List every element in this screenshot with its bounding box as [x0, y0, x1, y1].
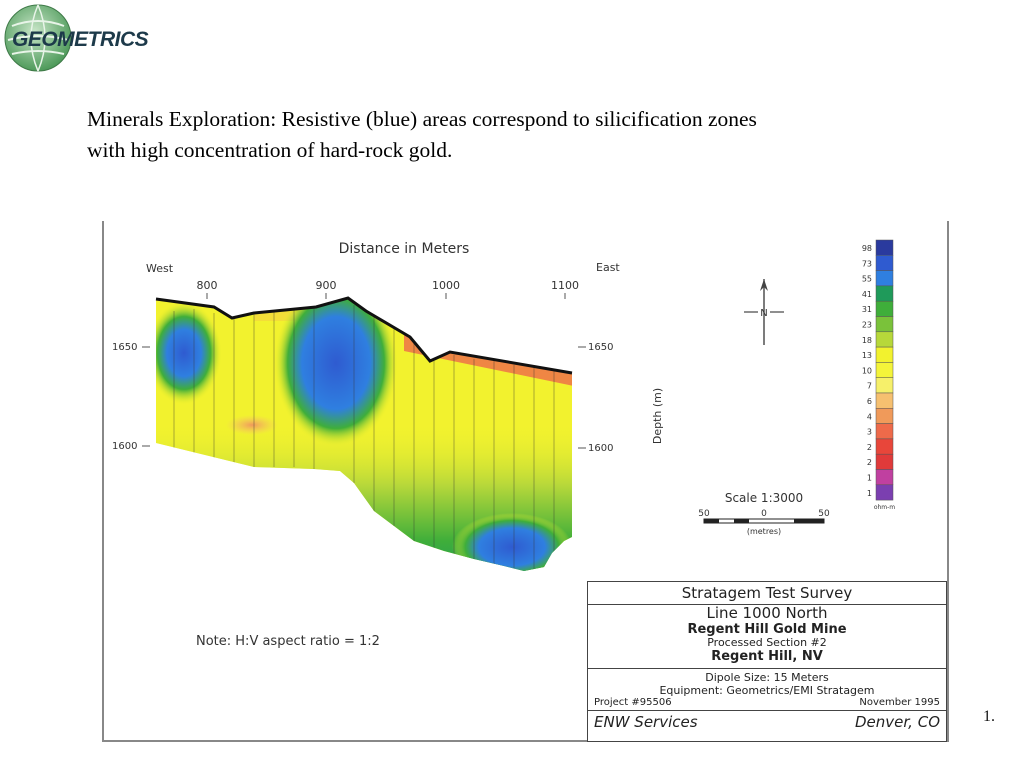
survey-title-block: Stratagem Test Survey Line 1000 North Re… [587, 581, 947, 742]
scale-label: Scale 1:3000 [725, 491, 803, 505]
survey-date: November 1995 [859, 697, 940, 708]
resistive-zone-west [156, 301, 222, 405]
legend-swatch [875, 300, 894, 317]
legend-value: 41 [862, 290, 872, 299]
survey-title: Stratagem Test Survey [588, 582, 946, 605]
processed-section: Processed Section #2 [707, 636, 827, 649]
scale-mid-value: 0 [761, 509, 767, 519]
distance-axis-title: Distance in Meters [339, 241, 470, 257]
ground-surface-line [155, 296, 573, 375]
distance-tick-1100: 1100 [551, 279, 579, 292]
legend-swatch [875, 392, 894, 409]
legend-value: 18 [862, 336, 872, 345]
legend-value: 10 [862, 366, 872, 375]
legend-value: 7 [867, 382, 872, 391]
legend-value: 31 [862, 305, 872, 314]
legend-swatch [875, 255, 894, 271]
geometrics-logo: GEOMETRICS [2, 2, 172, 76]
survey-location: Regent Hill, NV [711, 649, 823, 664]
project-row: Project #95506 November 1995 [588, 697, 946, 710]
resistive-zone-central [274, 298, 398, 447]
west-label: West [146, 262, 174, 275]
legend-value: 73 [862, 259, 872, 268]
legend-swatch [875, 239, 894, 256]
legend-swatch [875, 285, 894, 302]
slide-caption: Minerals Exploration: Resistive (blue) a… [87, 104, 917, 166]
project-number: Project #95506 [594, 697, 672, 708]
legend-value: 3 [867, 428, 872, 437]
east-label: East [596, 261, 620, 274]
scale-left-value: 50 [698, 509, 710, 519]
resistivity-section [156, 298, 572, 571]
company-name: ENW Services [594, 713, 698, 731]
survey-equipment-info: Dipole Size: 15 Meters Equipment: Geomet… [588, 669, 946, 711]
dipole-size: Dipole Size: 15 Meters [705, 671, 829, 684]
globe-icon [4, 4, 72, 72]
elevation-tick-left-1650: 1650 [112, 342, 137, 353]
legend-swatch [875, 270, 894, 287]
caption-line-2: with high concentration of hard-rock gol… [87, 138, 453, 162]
scale-bar: Scale 1:3000 50 0 50 (metres) [698, 491, 830, 536]
legend-value: 23 [862, 321, 872, 330]
legend-value: 2 [867, 458, 872, 467]
scale-unit: (metres) [747, 527, 781, 536]
legend-swatch [875, 377, 894, 394]
legend-swatch [875, 331, 894, 348]
depth-axis-label: Depth (m) [651, 388, 664, 444]
equipment: Equipment: Geometrics/EMI Stratagem [659, 684, 875, 697]
elevation-tick-right-1650: 1650 [588, 342, 613, 353]
aspect-ratio-note: Note: H:V aspect ratio = 1:2 [196, 634, 380, 649]
caption-line-1: Minerals Exploration: Resistive (blue) a… [87, 107, 757, 131]
legend-value: 1 [867, 474, 872, 483]
legend-swatch [875, 362, 894, 378]
legend-swatch [875, 408, 894, 424]
legend-swatch [875, 423, 894, 440]
survey-line: Line 1000 North [706, 604, 828, 622]
legend-unit: ohm-m [874, 504, 895, 511]
north-label: N [760, 308, 767, 319]
survey-section-info: Line 1000 North Regent Hill Gold Mine Pr… [588, 605, 946, 669]
mine-name: Regent Hill Gold Mine [687, 622, 847, 637]
legend-value: 1 [867, 489, 872, 498]
legend-swatch [875, 438, 894, 455]
legend-swatch [875, 453, 894, 470]
legend-value: 55 [862, 275, 872, 284]
legend-value: 4 [867, 412, 872, 421]
distance-tick-900: 900 [316, 279, 337, 292]
legend-value: 6 [867, 397, 872, 406]
company-row: ENW Services Denver, CO [588, 711, 946, 733]
resistivity-section-svg: Distance in Meters West East 800 900 100… [112, 239, 895, 649]
distance-tick-800: 800 [197, 279, 218, 292]
elevation-tick-left-1600: 1600 [112, 441, 137, 452]
legend-value: 2 [867, 443, 872, 452]
distance-ticks: 800 900 1000 1100 [197, 279, 579, 299]
logo-wordmark: GEOMETRICS [12, 28, 149, 51]
elevation-tick-right-1600: 1600 [588, 443, 613, 454]
scale-right-value: 50 [818, 509, 830, 519]
legend-value: 98 [862, 244, 872, 253]
legend-value: 13 [862, 351, 872, 360]
resistivity-section-figure: Distance in Meters West East 800 900 100… [102, 221, 949, 742]
distance-tick-1000: 1000 [432, 279, 460, 292]
legend-swatch [875, 484, 894, 501]
legend-swatch [875, 316, 894, 333]
legend-swatch [875, 469, 894, 486]
legend-swatch [875, 346, 894, 363]
company-city: Denver, CO [855, 713, 940, 731]
north-arrow-icon: N [744, 279, 784, 345]
page-number: 1. [983, 708, 995, 725]
